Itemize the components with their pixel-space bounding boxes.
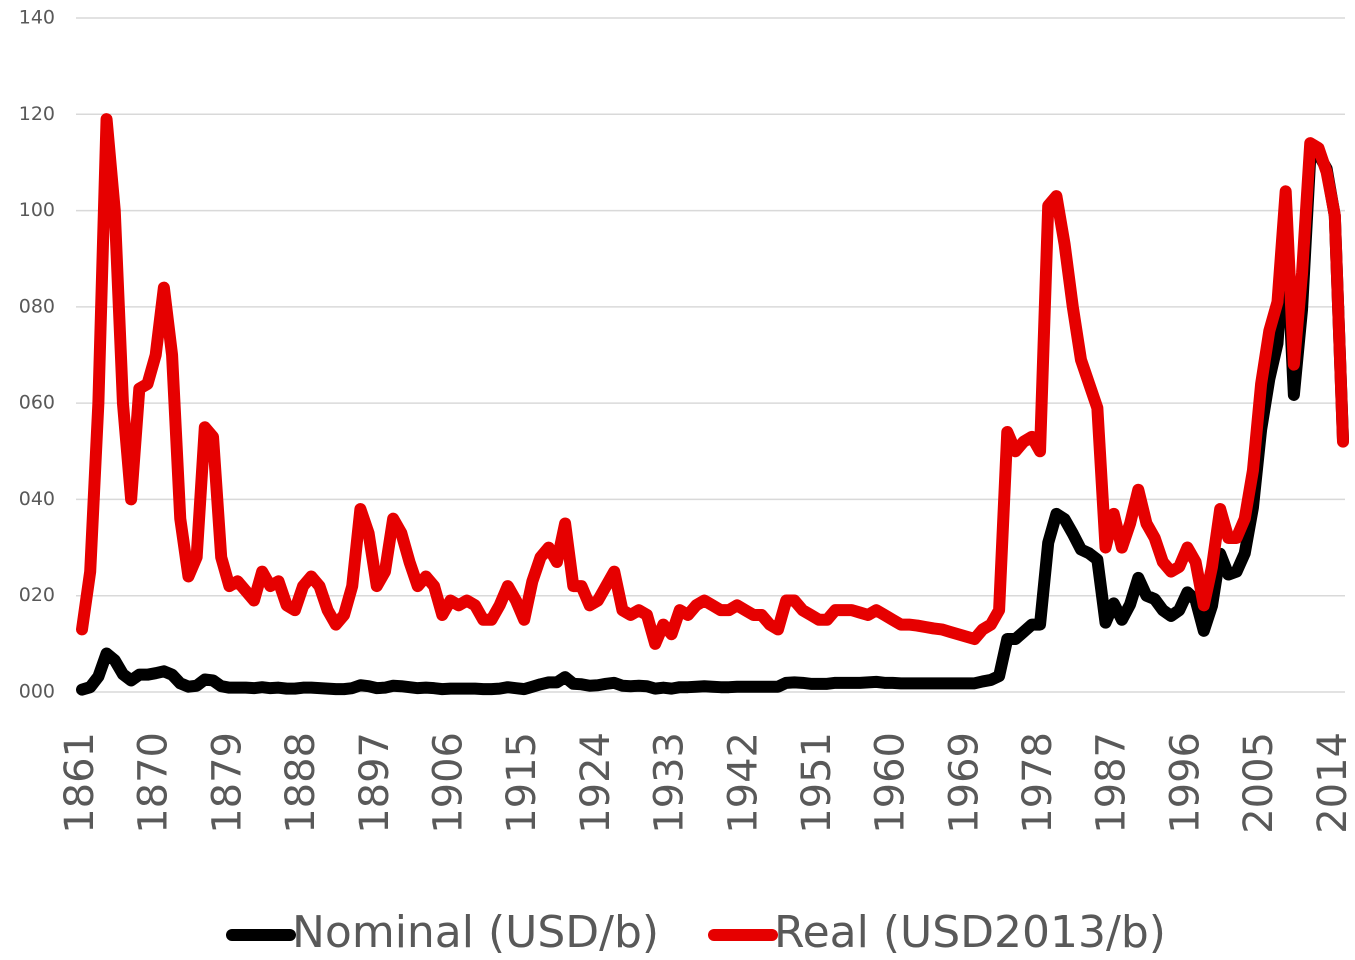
x-tick-label: 1897 <box>352 732 398 834</box>
x-tick-label: 1996 <box>1162 732 1208 834</box>
x-tick-label: 1924 <box>573 732 619 834</box>
x-tick-label: 1942 <box>720 732 766 834</box>
x-tick-label: 1933 <box>647 732 693 834</box>
x-tick-label: 1987 <box>1089 732 1135 834</box>
x-tick-label: 1969 <box>941 732 987 834</box>
x-tick-label: 1906 <box>425 732 471 834</box>
x-tick-label: 2014 <box>1310 732 1355 834</box>
y-tick-label: 000 <box>19 681 55 703</box>
x-tick-label: 1888 <box>278 732 324 834</box>
series-line <box>76 113 1349 650</box>
x-tick-label: 1861 <box>57 732 103 834</box>
y-tick-label: 120 <box>19 103 55 125</box>
y-tick-label: 080 <box>19 295 55 317</box>
y-tick-label: 140 <box>19 7 55 29</box>
x-tick-label: 2005 <box>1236 732 1282 834</box>
legend-label: Nominal (USD/b) <box>292 907 659 958</box>
y-tick-label: 020 <box>19 584 55 606</box>
y-tick-label: 040 <box>19 488 55 510</box>
y-tick-label: 100 <box>19 199 55 221</box>
x-tick-label: 1870 <box>131 732 177 834</box>
legend-label: Real (USD2013/b) <box>774 907 1166 958</box>
series-line <box>76 148 1349 696</box>
x-tick-label: 1960 <box>868 732 914 834</box>
x-tick-label: 1978 <box>1015 732 1061 834</box>
y-tick-label: 060 <box>19 392 55 414</box>
x-tick-label: 1951 <box>794 732 840 834</box>
x-tick-label: 1879 <box>204 732 250 834</box>
x-tick-label: 1915 <box>499 732 545 834</box>
